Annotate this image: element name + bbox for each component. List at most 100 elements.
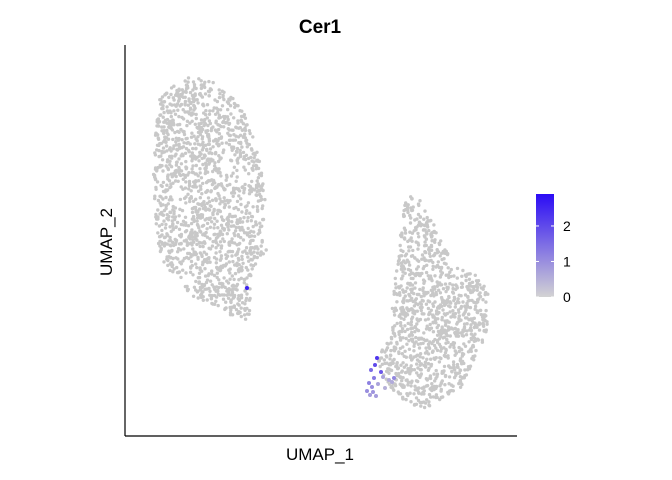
cell-point-left-cluster [156, 121, 160, 125]
cell-point-right-cluster [400, 379, 404, 383]
cell-point-left-cluster [197, 240, 202, 245]
cell-point-left-cluster [175, 129, 180, 134]
cell-point-right-cluster [430, 288, 435, 293]
cell-point-left-cluster [206, 158, 210, 163]
cell-point-left-cluster [194, 279, 198, 284]
cell-point-right-cluster [433, 300, 437, 304]
cell-point-left-cluster [188, 121, 192, 125]
cell-point-right-cluster [414, 297, 418, 301]
cell-point-right-cluster [422, 312, 426, 316]
cell-point-right-cluster [418, 352, 423, 356]
cell-point-right-cluster [467, 340, 471, 344]
cell-point-left-cluster [195, 219, 199, 223]
cell-point-right-cluster [439, 356, 443, 361]
cell-point-left-cluster [190, 159, 194, 163]
cell-point-right-cluster [392, 313, 397, 317]
cell-point-left-cluster [177, 88, 181, 93]
cell-point-left-cluster [190, 151, 194, 155]
cell-point-left-cluster [170, 219, 174, 223]
cell-point-left-cluster [254, 223, 259, 227]
cell-point-left-cluster [156, 117, 161, 121]
cell-point-left-cluster [235, 252, 239, 256]
cell-point-left-cluster [244, 251, 249, 256]
cell-point-right-cluster [472, 288, 476, 292]
cell-point-right-cluster [418, 317, 423, 322]
cell-point-left-cluster [203, 274, 208, 278]
cell-point-left-cluster [237, 294, 241, 298]
cell-point-left-cluster [261, 217, 266, 222]
cell-point-right-cluster [437, 288, 441, 292]
cell-point-right-cluster [451, 327, 455, 331]
cell-point-left-cluster [165, 105, 169, 109]
cell-point-right-cluster [443, 383, 447, 387]
cell-point-right-cluster [398, 338, 403, 342]
cell-point-left-cluster [153, 151, 157, 155]
cell-point-left-cluster [247, 308, 252, 313]
cell-point-right-cluster [384, 354, 388, 358]
cell-point-right-cluster [414, 379, 419, 383]
cell-point-right-cluster [433, 238, 437, 242]
cell-point-right-cluster [463, 368, 467, 372]
cell-point-right-cluster [389, 335, 394, 340]
cell-point-right-cluster [435, 251, 439, 255]
cell-point-left-cluster [167, 249, 171, 253]
cell-point-left-cluster [176, 257, 180, 261]
cell-point-right-cluster [404, 378, 408, 382]
cell-point-right-cluster [435, 348, 440, 353]
cell-point-right-cluster [402, 208, 406, 213]
cell-point-right-cluster [407, 263, 412, 267]
cell-point-left-cluster [207, 94, 211, 98]
cell-point-left-cluster [230, 145, 234, 149]
cell-point-left-cluster [172, 267, 176, 271]
cell-point-left-cluster [168, 119, 172, 124]
cell-point-left-cluster [201, 223, 206, 228]
cell-point-left-cluster [206, 179, 211, 183]
cell-point-left-cluster [173, 173, 177, 177]
cell-point-left-cluster [238, 154, 243, 159]
cell-point-right-cluster [456, 371, 460, 375]
cell-point-left-cluster [194, 210, 198, 214]
cell-point-left-cluster [172, 109, 176, 113]
cell-point-left-cluster [251, 205, 255, 209]
cell-point-left-cluster [188, 90, 193, 95]
cell-point-right-cluster [431, 291, 435, 295]
cell-point-left-cluster [253, 153, 257, 157]
cell-point-right-cluster [401, 376, 405, 380]
cell-point-right-cluster [444, 347, 448, 352]
cell-point-right-cluster [410, 296, 414, 301]
cell-point-left-cluster [254, 183, 259, 187]
cell-point-left-cluster [160, 95, 165, 99]
cell-point-right-cluster [480, 340, 485, 344]
cell-point-right-cluster [428, 322, 432, 327]
cell-point-left-cluster [214, 285, 219, 289]
cell-point-right-cluster [452, 345, 456, 350]
cell-point-left-cluster [221, 263, 226, 268]
cell-point-right-cluster [397, 332, 401, 337]
cell-point-left-cluster [221, 93, 225, 98]
cell-point-right-cluster [431, 264, 435, 268]
cell-point-right-cluster [458, 385, 463, 389]
cell-point-left-cluster [222, 125, 226, 129]
cell-point-left-cluster [217, 123, 222, 128]
cell-point-left-cluster [240, 210, 244, 214]
cell-point-left-cluster [199, 93, 203, 98]
cell-point-right-cluster [416, 373, 420, 378]
cell-point-left-cluster [210, 269, 214, 273]
cell-point-left-cluster [165, 130, 169, 135]
cell-point-left-cluster [217, 113, 221, 117]
cell-point-right-cluster [427, 247, 431, 252]
cell-point-right-cluster [405, 342, 409, 346]
cell-point-left-cluster [204, 166, 208, 170]
cell-point-left-cluster [158, 249, 163, 254]
cell-point-left-cluster [194, 146, 198, 151]
cell-point-right-cluster [460, 376, 464, 380]
cell-point-right-cluster [457, 349, 461, 354]
cell-point-right-cluster [468, 272, 472, 276]
cell-point-right-cluster [437, 360, 442, 364]
cell-point-right-cluster [409, 384, 413, 388]
cell-point-left-cluster [199, 83, 203, 87]
cell-point-right-cluster [427, 392, 432, 397]
cell-point-left-cluster [228, 305, 232, 310]
cell-point-left-cluster [166, 167, 171, 172]
cell-point-left-cluster [164, 222, 168, 227]
